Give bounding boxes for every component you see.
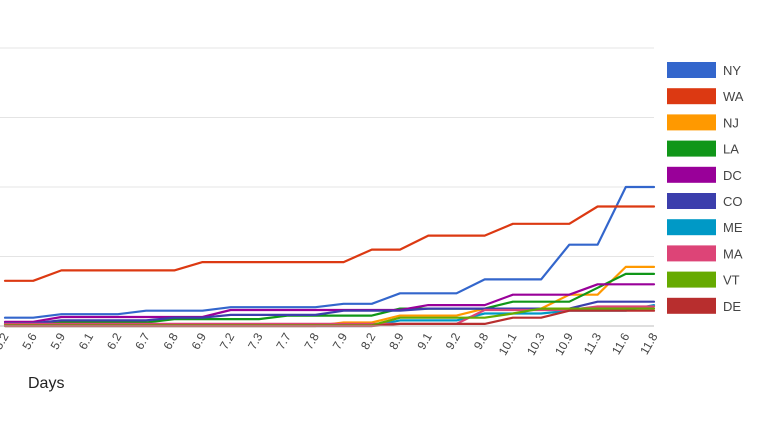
legend-swatch-nj [667, 114, 716, 131]
x-tick-label: 7.7 [273, 330, 294, 352]
x-tick-label: 5.2 [0, 330, 12, 352]
x-tick-label: 9.8 [471, 330, 492, 352]
legend-label-me: ME [723, 220, 743, 235]
legend-swatch-co [667, 193, 716, 209]
series-line-wa [3, 205, 656, 282]
series-line-dc [3, 283, 656, 323]
legend-swatch-la [667, 140, 716, 157]
x-tick-label: 10.9 [552, 330, 576, 358]
legend-label-wa: WA [723, 89, 744, 104]
x-tick-label: 8.9 [386, 330, 407, 352]
x-axis-title: Days [28, 375, 64, 392]
x-tick-label: 9.1 [414, 330, 435, 352]
x-tick-label: 6.1 [76, 330, 97, 352]
x-tick-label: 7.2 [217, 330, 238, 352]
x-tick-label: 5.9 [48, 330, 69, 352]
x-tick-label: 6.9 [189, 330, 210, 352]
legend-swatch-de [667, 297, 716, 314]
x-tick-label: 6.7 [132, 330, 153, 352]
x-tick-label: 5.6 [19, 330, 40, 352]
legend-label-ma: MA [723, 246, 743, 261]
x-tick-label: 7.8 [302, 330, 323, 352]
x-tick-label: 11.6 [609, 330, 633, 357]
legend-label-dc: DC [723, 168, 742, 183]
gridlines [0, 47, 654, 257]
x-tick-label: 8.2 [358, 330, 379, 352]
x-tick-label: 10.1 [496, 330, 520, 358]
series-line-ny [3, 185, 656, 319]
x-tick-label: 9.2 [443, 330, 464, 352]
x-axis: 5.2 5.6 5.9 6.1 6.2 6.7 6.8 6.9 7.2 7.3 7.7 7.8 7.9 8… [0, 325, 661, 358]
x-tick-label: 10.3 [524, 330, 548, 358]
legend-label-nj: NJ [723, 115, 739, 130]
x-tick-label: 6.8 [160, 330, 181, 352]
legend-swatch-vt [667, 271, 716, 288]
legend-label-co: CO [723, 194, 743, 209]
legend: NY WA NJ LA DC CO ME MA VT DE [667, 62, 744, 314]
legend-swatch-ny [667, 62, 716, 78]
legend-swatch-dc [667, 166, 716, 183]
x-tick-label: 6.2 [104, 330, 125, 352]
legend-swatch-ma [667, 245, 716, 262]
legend-label-la: LA [723, 142, 739, 157]
x-tick-label: 11.3 [581, 330, 605, 357]
series-line-ma [3, 305, 656, 325]
legend-label-ny: NY [723, 63, 741, 78]
legend-swatch-me [667, 219, 716, 236]
x-tick-label: 7.3 [245, 330, 266, 352]
legend-swatch-wa [667, 88, 716, 105]
x-tick-label: 11.8 [637, 330, 661, 357]
series-line-la [3, 272, 656, 326]
legend-label-de: DE [723, 299, 741, 314]
legend-label-vt: VT [723, 273, 740, 288]
x-tick-label: 7.9 [330, 330, 351, 352]
